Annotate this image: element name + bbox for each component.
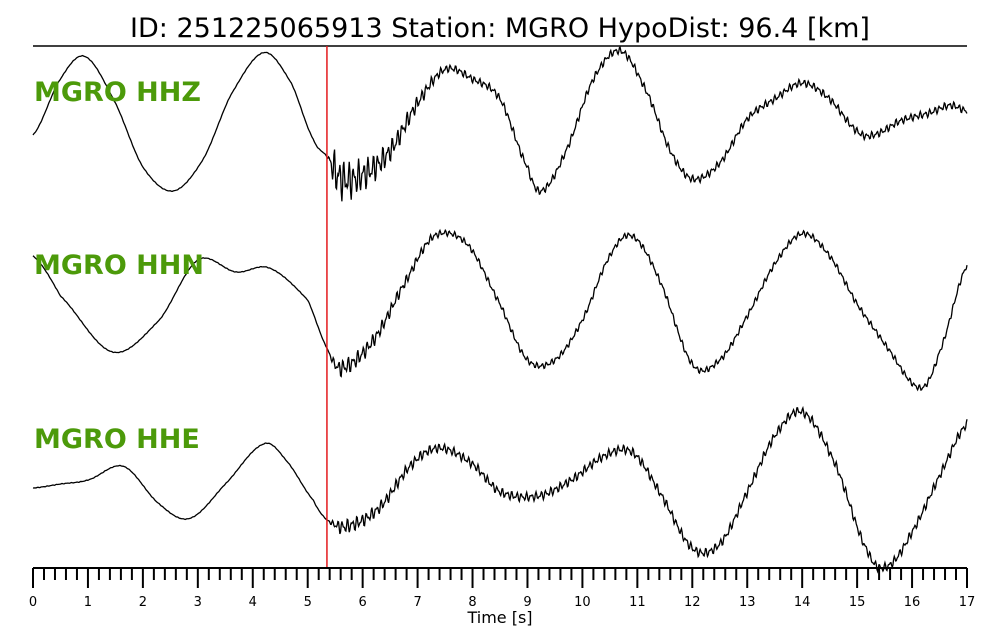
x-axis-label: Time [s] bbox=[466, 608, 532, 627]
x-tick-label: 12 bbox=[684, 595, 701, 610]
trace-mgro-hhz bbox=[32, 46, 968, 202]
x-tick-label: 8 bbox=[468, 595, 476, 610]
x-tick-label: 7 bbox=[413, 595, 421, 610]
traces bbox=[32, 46, 968, 574]
x-tick-label: 0 bbox=[29, 595, 37, 610]
trace-mgro-hhe bbox=[32, 405, 968, 574]
x-tick-label: 10 bbox=[574, 595, 591, 610]
x-tick-label: 15 bbox=[849, 595, 866, 610]
x-tick-label: 16 bbox=[904, 595, 921, 610]
channel-label-mgro-hhz: MGRO HHZ bbox=[34, 77, 201, 108]
x-tick-label: 5 bbox=[304, 595, 312, 610]
x-tick-label: 11 bbox=[629, 595, 646, 610]
x-tick-label: 17 bbox=[959, 595, 976, 610]
trace-mgro-hhn bbox=[32, 228, 968, 392]
x-tick-label: 9 bbox=[523, 595, 531, 610]
x-tick-label: 14 bbox=[794, 595, 811, 610]
channel-label-mgro-hhn: MGRO HHN bbox=[34, 250, 204, 281]
chart-title: ID: 251225065913 Station: MGRO HypoDist:… bbox=[130, 13, 870, 44]
channel-labels: MGRO HHZ MGRO HHN MGRO HHE bbox=[34, 77, 204, 455]
x-tick-label: 1 bbox=[84, 595, 92, 610]
x-tick-label: 4 bbox=[249, 595, 257, 610]
x-tick-label: 3 bbox=[194, 595, 202, 610]
channel-label-mgro-hhe: MGRO HHE bbox=[34, 424, 200, 455]
x-tick-label: 13 bbox=[739, 595, 756, 610]
time-axis: 0 1 2 3 4 5 6 7 8 9 10 11 12 13 14 15 16 17 bbox=[29, 567, 976, 610]
x-tick-label: 2 bbox=[139, 595, 147, 610]
x-tick-label: 6 bbox=[359, 595, 367, 610]
